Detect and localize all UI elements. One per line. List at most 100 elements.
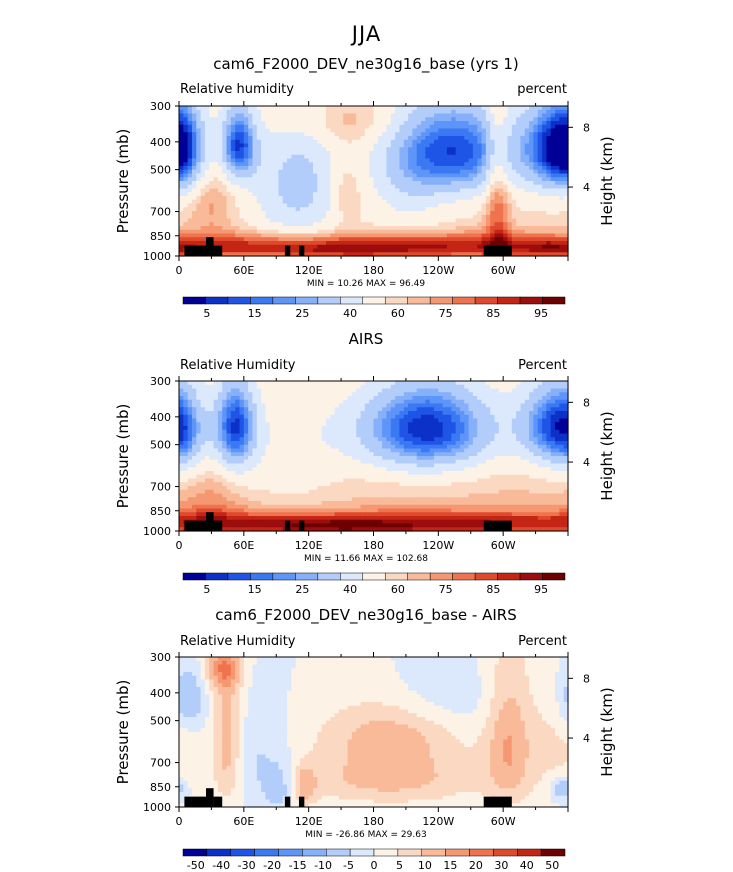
contour-cell — [300, 426, 305, 431]
contour-cell — [321, 418, 327, 423]
contour-cell — [425, 199, 431, 205]
contour-cell — [442, 162, 448, 167]
contour-cell — [421, 158, 426, 163]
contour-cell — [390, 166, 396, 171]
contour-cell — [455, 173, 461, 178]
contour-cell — [265, 422, 271, 427]
contour-cell — [209, 218, 215, 223]
contour-cell — [481, 162, 487, 167]
contour-cell — [356, 211, 362, 216]
contour-cell — [269, 136, 275, 141]
contour-cell — [546, 214, 552, 220]
contour-cell — [321, 173, 327, 178]
contour-cell — [325, 184, 331, 190]
contour-cell — [529, 132, 535, 137]
contour-cell — [390, 418, 396, 423]
contour-cell — [179, 154, 184, 160]
contour-cell — [338, 128, 344, 133]
contour-cell — [498, 177, 504, 182]
contour-cell — [455, 248, 461, 253]
contour-cell — [399, 392, 405, 397]
contour-cell — [472, 154, 478, 160]
contour-cell — [395, 218, 401, 223]
contour-cell — [226, 203, 232, 208]
contour-cell — [494, 169, 500, 175]
contour-cell — [408, 199, 413, 205]
contour-cell — [287, 411, 292, 416]
contour-cell — [524, 139, 530, 145]
contour-cell — [533, 384, 539, 390]
contour-cell — [542, 139, 547, 145]
contour-cell — [295, 384, 301, 390]
contour-cell — [312, 132, 318, 137]
contour-cell — [498, 233, 504, 238]
contour-cell — [490, 154, 496, 160]
contour-cell — [217, 407, 223, 412]
contour-cell — [416, 403, 422, 408]
contour-cell — [516, 426, 522, 431]
contour-cell — [351, 109, 357, 115]
contour-cell — [343, 403, 349, 408]
contour-cell — [425, 403, 431, 408]
contour-cell — [390, 411, 396, 416]
contour-cell — [520, 188, 526, 193]
contour-cell — [421, 207, 426, 212]
contour-cell — [382, 384, 388, 390]
contour-cell — [364, 124, 370, 130]
contour-cell — [429, 214, 435, 220]
contour-cell — [416, 392, 422, 397]
contour-cell — [386, 158, 392, 163]
contour-cell — [537, 237, 543, 242]
contour-cell — [300, 229, 305, 235]
contour-cell — [395, 422, 401, 427]
contour-cell — [235, 411, 241, 416]
contour-cell — [343, 381, 349, 386]
contour-cell — [494, 158, 500, 163]
contour-cell — [481, 192, 487, 197]
contour-cell — [490, 203, 496, 208]
contour-cell — [559, 381, 565, 386]
contour-cell — [334, 124, 340, 130]
contour-cell — [291, 384, 297, 390]
contour-cell — [537, 388, 543, 393]
contour-cell — [438, 403, 444, 408]
contour-cell — [356, 162, 362, 167]
contour-cell — [300, 124, 305, 130]
contour-cell — [230, 113, 236, 118]
contour-cell — [434, 244, 439, 250]
contour-cell — [451, 214, 457, 220]
contour-cell — [399, 136, 405, 141]
contour-cell — [312, 392, 318, 397]
contour-cell — [226, 106, 232, 111]
contour-cell — [187, 188, 193, 193]
contour-cell — [451, 117, 457, 122]
contour-cell — [282, 173, 288, 178]
contour-cell — [274, 403, 280, 408]
contour-cell — [213, 218, 219, 223]
contour-cell — [191, 218, 197, 223]
contour-cell — [179, 143, 184, 148]
contour-cell — [282, 177, 288, 182]
contour-cell — [542, 252, 547, 257]
contour-cell — [356, 433, 362, 438]
contour-cell — [334, 151, 340, 156]
contour-cell — [278, 396, 284, 401]
contour-cell — [442, 117, 448, 122]
contour-cell — [446, 429, 452, 435]
contour-cell — [243, 109, 249, 115]
contour-cell — [317, 388, 323, 393]
contour-cell — [464, 181, 470, 186]
contour-cell — [308, 426, 314, 431]
contour-cell — [481, 181, 487, 186]
contour-cell — [196, 184, 202, 190]
contour-cell — [481, 418, 487, 423]
contour-cell — [524, 147, 530, 152]
contour-cell — [187, 229, 193, 235]
contour-cell — [451, 233, 457, 238]
contour-cell — [343, 143, 349, 148]
contour-cell — [235, 248, 241, 253]
contour-cell — [196, 218, 202, 223]
contour-cell — [386, 399, 392, 405]
contour-cell — [459, 184, 465, 190]
contour-cell — [369, 196, 375, 201]
